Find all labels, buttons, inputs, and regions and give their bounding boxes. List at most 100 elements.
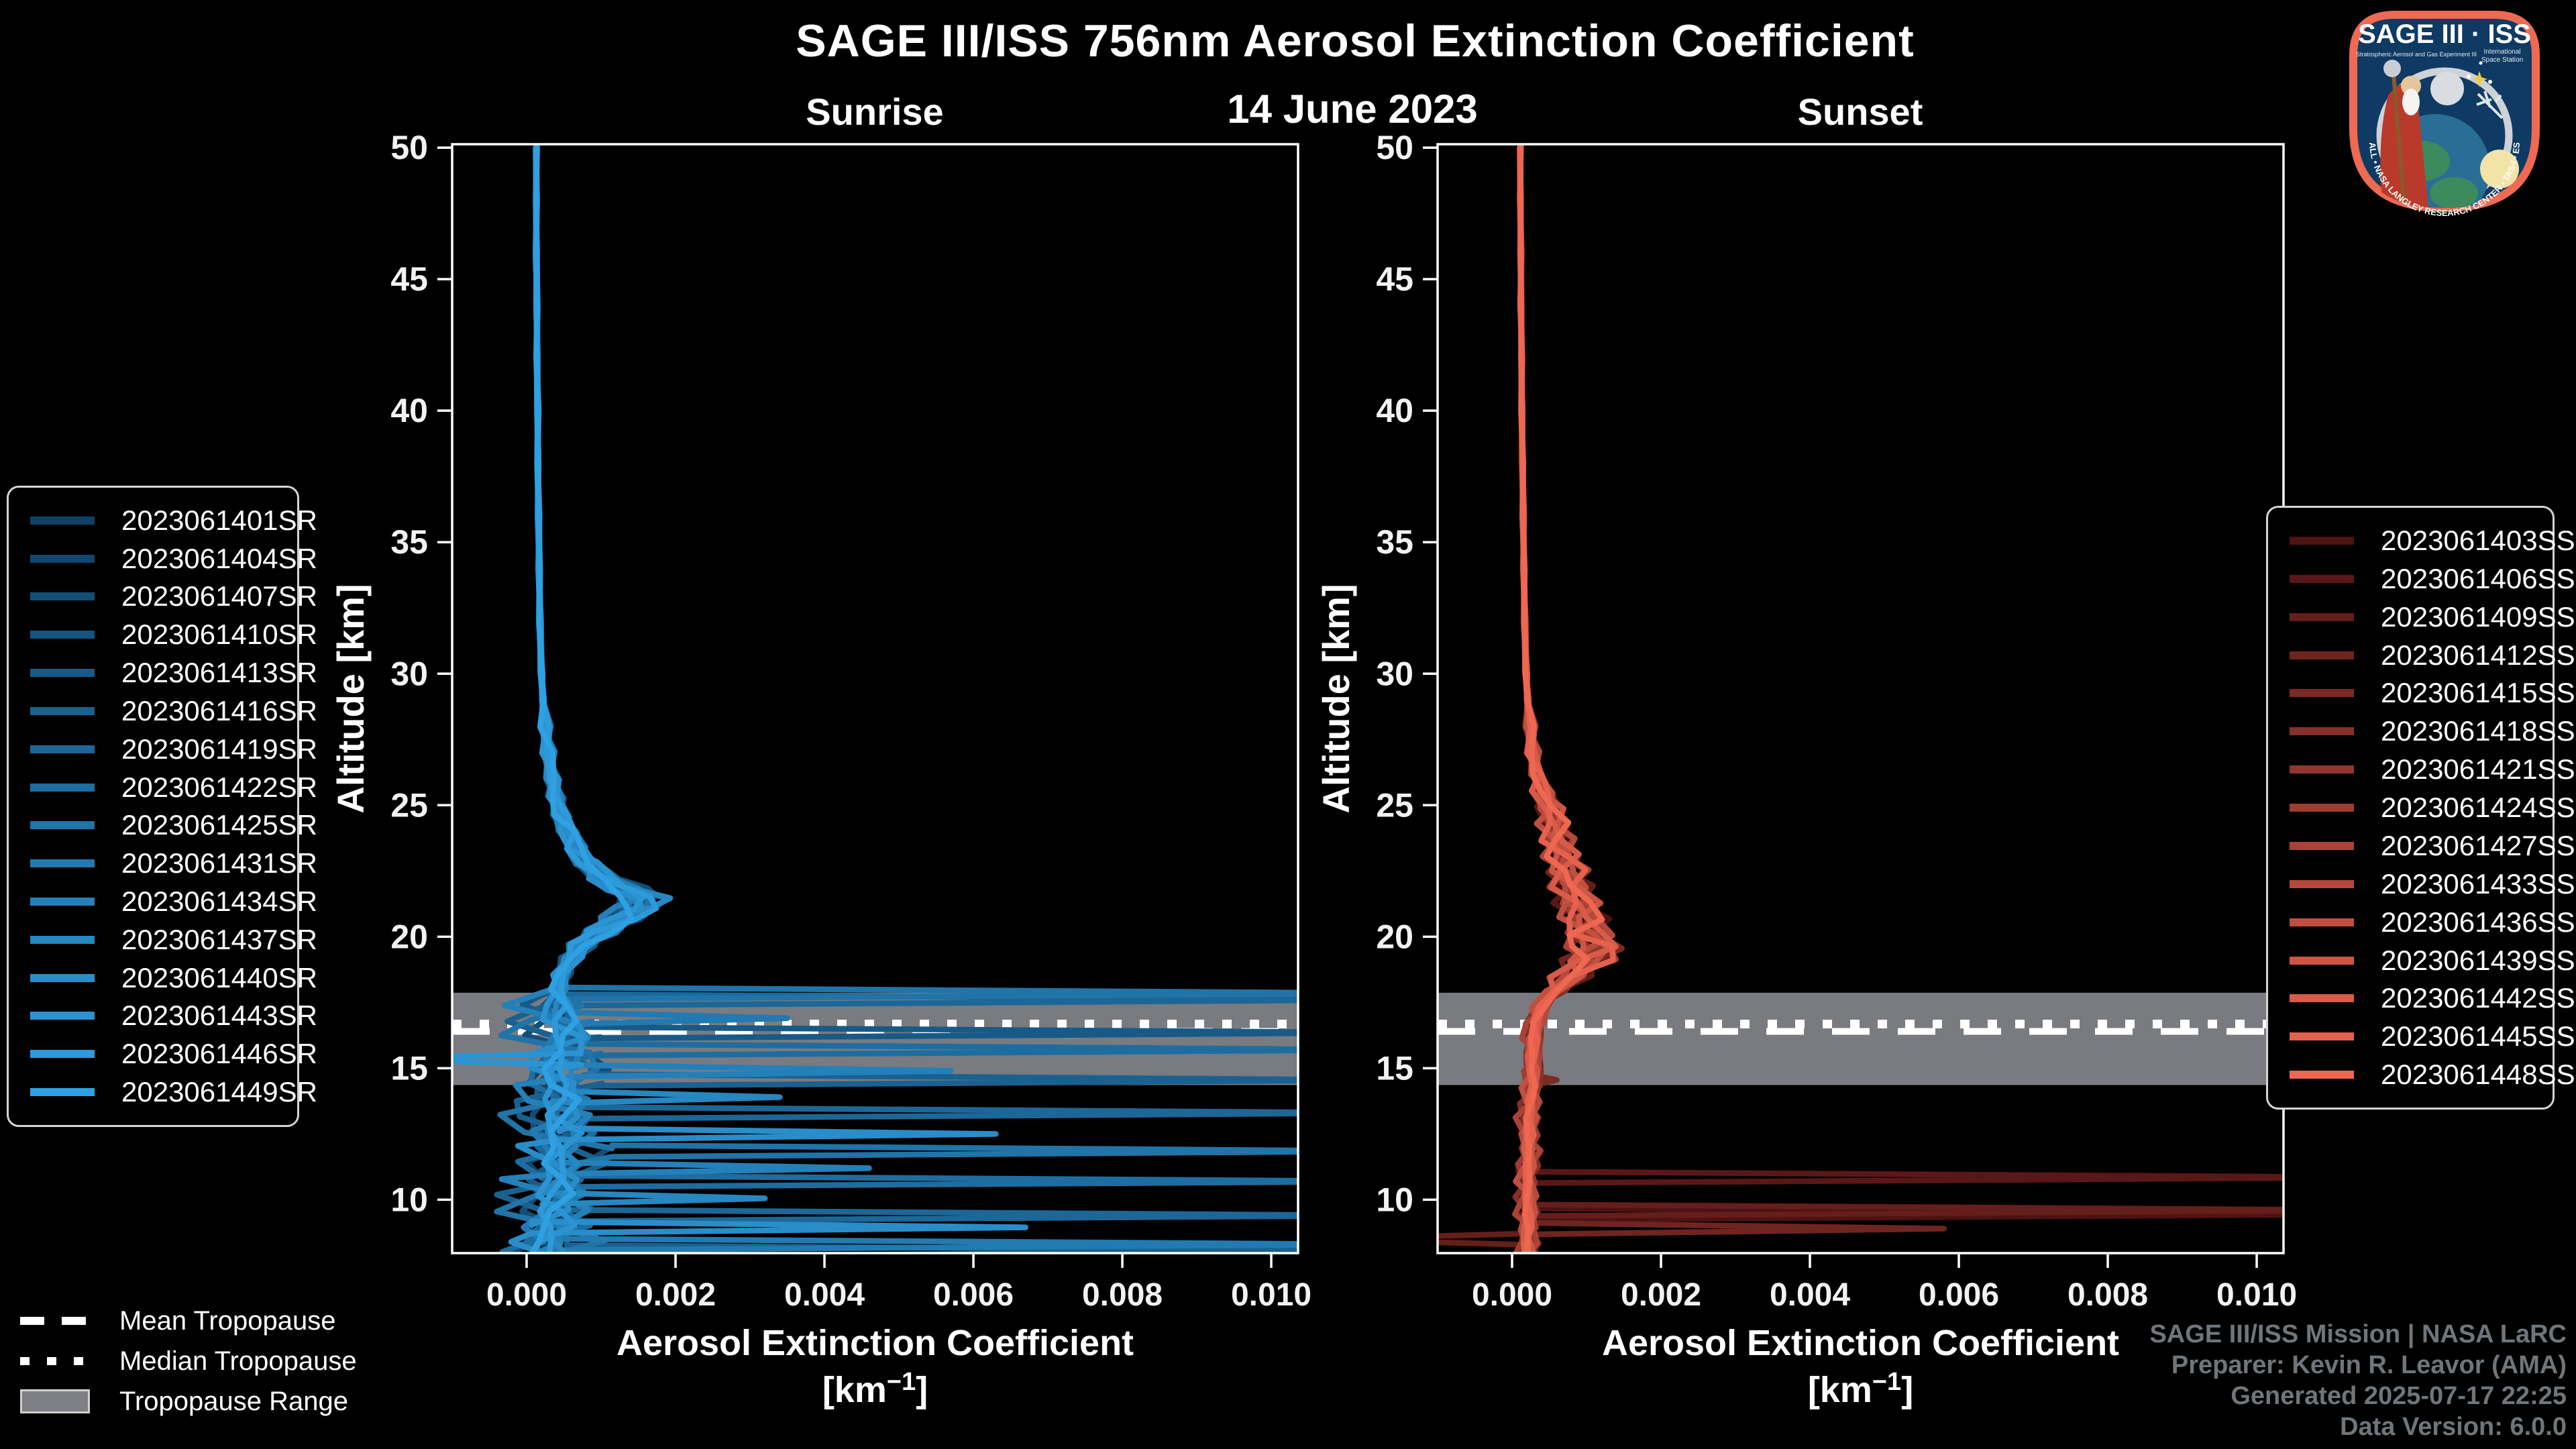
legend-item-median-tropopause: Median Tropopause: [20, 1346, 357, 1376]
legend-item-2023061431SR: 2023061431SR: [9, 847, 317, 879]
x-tick-label: 0.008: [1082, 1277, 1163, 1313]
legend-item-2023061413SR: 2023061413SR: [9, 657, 317, 689]
page-title: SAGE III/ISS 756nm Aerosol Extinction Co…: [796, 15, 1915, 66]
legend-item-2023061446SR: 2023061446SR: [9, 1038, 317, 1070]
x-tick-label: 0.006: [1919, 1277, 1999, 1313]
legend-item-2023061449SR: 2023061449SR: [9, 1076, 317, 1108]
legend-item-2023061419SR: 2023061419SR: [9, 733, 317, 765]
legend-line-sample: [30, 554, 95, 563]
legend-event-label: 2023061410SR: [121, 619, 317, 651]
legend-event-label: 2023061445SS: [2381, 1020, 2575, 1053]
attribution-block: SAGE III/ISS Mission | NASA LaRC Prepare…: [2149, 1319, 2567, 1442]
legend-line-sample: [2290, 765, 2354, 774]
legend-item-2023061442SS: 2023061442SS: [2268, 982, 2575, 1014]
y-tick-label: 40: [1376, 392, 1413, 429]
legend-event-label: 2023061404SR: [121, 542, 317, 574]
panel-subtitle-sunrise: Sunrise: [806, 91, 944, 133]
legend-item-2023061421SS: 2023061421SS: [2268, 753, 2575, 786]
legend-line-sample: [30, 706, 95, 715]
legend-item-2023061433SS: 2023061433SS: [2268, 868, 2575, 900]
logo-title: SAGE III · ISS: [2358, 19, 2531, 49]
profile-line-2023061406SS: [1515, 144, 2284, 1253]
y-tick-label: 15: [390, 1049, 428, 1087]
legend-item-2023061401SR: 2023061401SR: [9, 504, 317, 537]
sunrise-panel: 0.000 0.002 0.004 0.006 0.008 0.010 10 15 20 25 30…: [329, 129, 1311, 1410]
legend-line-sample: [30, 592, 95, 601]
y-tick-label: 15: [1376, 1049, 1413, 1087]
attribution-generated: Generated 2025-07-17 22:25: [2231, 1382, 2567, 1410]
x-tick-label: 0.000: [1472, 1277, 1552, 1313]
logo-subtitle-left: Stratospheric Aerosol and Gas Experiment…: [2356, 51, 2477, 58]
legend-item-2023061403SS: 2023061403SS: [2268, 525, 2575, 557]
logo-subtitle-right2: Space Station: [2481, 56, 2523, 64]
legend-event-label: 2023061418SS: [2381, 715, 2575, 747]
legend-item-2023061424SS: 2023061424SS: [2268, 792, 2575, 824]
legend-line-sample: [2290, 956, 2354, 965]
legend-item-tropopause-range: Tropopause Range: [20, 1386, 357, 1416]
legend-event-label: 2023061419SR: [121, 733, 317, 765]
legend-line-sample: [2290, 689, 2354, 698]
y-tick-label: 30: [1376, 655, 1413, 692]
legend-event-label: 2023061415SS: [2381, 677, 2575, 709]
y-tick-label: 50: [390, 129, 428, 166]
legend-event-label: 2023061443SR: [121, 1000, 317, 1032]
legend-item-2023061412SS: 2023061412SS: [2268, 639, 2575, 672]
plot-frame: [451, 143, 1299, 1254]
y-tick-label: 40: [390, 392, 428, 429]
legend-event-label: 2023061421SS: [2381, 753, 2575, 786]
tropopause-range-label: Tropopause Range: [119, 1386, 348, 1416]
legend-line-sample: [30, 516, 95, 525]
y-tick-label: 25: [1376, 786, 1413, 824]
legend-line-sample: [2290, 918, 2354, 926]
legend-event-label: 2023061448SS: [2381, 1059, 2575, 1091]
y-tick-label: 10: [390, 1181, 428, 1218]
legend-line-sample: [30, 631, 95, 639]
legend-event-label: 2023061424SS: [2381, 792, 2575, 823]
legend-line-sample: [2290, 879, 2354, 888]
legend-item-2023061410SR: 2023061410SR: [9, 619, 317, 651]
y-tick-label: 25: [390, 786, 428, 824]
legend-line-sample: [30, 935, 95, 944]
legend-line-sample: [2290, 612, 2354, 621]
legend-event-label: 2023061431SR: [121, 847, 317, 879]
legend-line-sample: [2290, 804, 2354, 812]
legend-line-sample: [30, 745, 95, 753]
y-tick-label: 20: [390, 918, 428, 955]
legend-event-label: 2023061427SS: [2381, 829, 2575, 861]
legend-event-label: 2023061406SS: [2381, 562, 2575, 594]
legend-event-label: 2023061446SR: [121, 1038, 317, 1070]
profile-line-2023061449SR: [530, 146, 635, 1253]
legend-event-label: 2023061436SS: [2381, 906, 2575, 938]
y-tick-label: 50: [1376, 129, 1413, 166]
legend-line-sample: [2290, 1032, 2354, 1041]
median-tropopause-label: Median Tropopause: [119, 1346, 357, 1376]
logo-stars: [2467, 61, 2492, 87]
x-tick-label: 0.010: [2216, 1277, 2297, 1313]
mean-tropopause-label: Mean Tropopause: [119, 1305, 336, 1336]
panel-subtitle-sunset: Sunset: [1797, 91, 1923, 133]
legend-line-sample: [30, 1012, 95, 1020]
legend-sunrise-events: 2023061401SR 2023061404SR 2023061407SR 2023…: [7, 486, 317, 1127]
legend-item-2023061409SS: 2023061409SS: [2268, 601, 2575, 633]
legend-item-2023061415SS: 2023061415SS: [2268, 677, 2575, 709]
legend-item-2023061418SS: 2023061418SS: [2268, 715, 2575, 747]
legend-line-sample: [2290, 574, 2354, 583]
logo-earth-land2: [2430, 177, 2478, 208]
plot-frame: [1436, 143, 2285, 1254]
legend-event-label: 2023061434SR: [121, 885, 317, 917]
x-axis-label: Aerosol Extinction Coefficient: [1602, 1323, 2119, 1363]
legend-line-sample: [30, 783, 95, 792]
legend-item-2023061439SS: 2023061439SS: [2268, 945, 2575, 977]
legend-line-sample: [30, 859, 95, 868]
logo-iss: [2476, 91, 2504, 119]
legend-event-label: 2023061425SR: [121, 809, 317, 841]
median-tropopause-dotted-line-sample: [20, 1357, 90, 1365]
legend-event-label: 2023061433SS: [2381, 867, 2575, 900]
profile-line-2023061448SS: [1517, 145, 1605, 1253]
legend-event-label: 2023061437SR: [121, 923, 317, 955]
mean-tropopause-dashed-line-sample: [20, 1317, 90, 1325]
attribution-mission: SAGE III/ISS Mission | NASA LaRC: [2149, 1320, 2567, 1348]
legend-line-sample: [30, 1050, 95, 1059]
